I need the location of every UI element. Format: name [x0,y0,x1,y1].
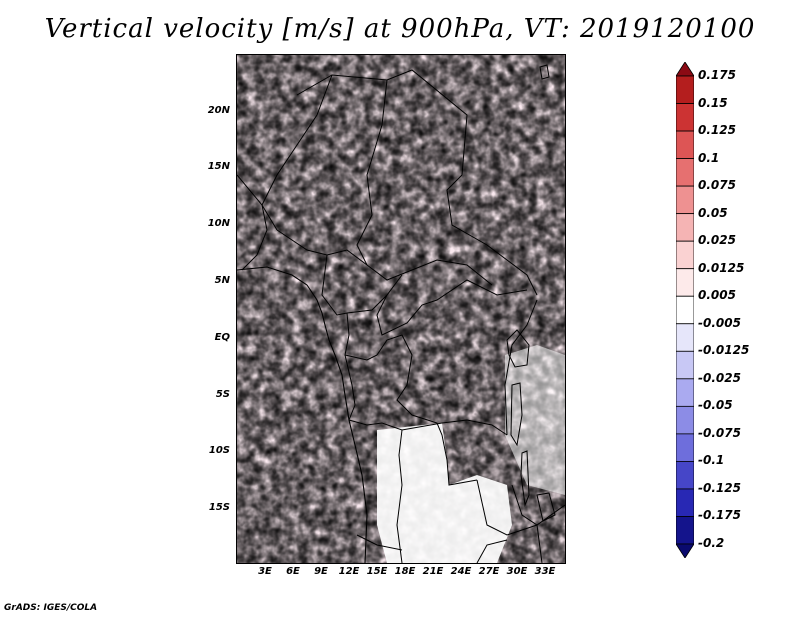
colorbar-bin [676,130,694,159]
colorbar-label: 0.005 [698,288,736,303]
colorbar-bin [676,516,694,545]
lat-label-20n: 20N [207,105,230,116]
colorbar-bottom-arrow [676,543,694,558]
colorbar-label: -0.125 [698,480,741,495]
lon-label-30e: 30E [506,566,528,577]
grads-credit: GrADS: IGES/COLA [4,603,98,613]
colorbar-bin [676,75,694,104]
lon-label-12e: 12E [338,566,360,577]
colorbar-bin [676,240,694,270]
colorbar-label: -0.0125 [698,343,750,358]
vertical-velocity-field [237,55,565,563]
lon-label-3e: 3E [258,566,272,577]
lat-label-5s: 5S [215,389,230,400]
colorbar-label: 0.0125 [698,260,745,275]
lat-label-15s: 15S [208,502,230,513]
colorbar-bin [676,295,694,325]
lon-label-24e: 24E [450,566,472,577]
colorbar-bin [676,350,694,380]
lon-label-15e: 15E [366,566,388,577]
map-panel [236,54,566,564]
colorbar-label: -0.175 [698,508,741,523]
colorbar-label: 0.175 [698,68,736,82]
colorbar-label: -0.075 [698,425,741,440]
colorbar-bin [676,103,694,132]
lat-label-10s: 10S [208,445,230,456]
lat-label-5n: 5N [214,275,230,286]
colorbar-label: 0.075 [698,178,736,193]
colorbar-bin [676,185,694,215]
colorbar-label: -0.1 [698,453,725,468]
colorbar-bin [676,213,694,242]
lon-label-18e: 18E [394,566,416,577]
lon-label-27e: 27E [478,566,500,577]
lon-label-6e: 6E [286,566,300,577]
colorbar-label: 0.025 [698,233,736,248]
colorbar-bin [676,268,694,297]
colorbar-top-arrow [676,62,694,77]
colorbar-label: 0.05 [698,205,728,220]
colorbar-label: 0.125 [698,123,736,138]
plot-title: Vertical velocity [m/s] at 900hPa, VT: 2… [44,14,756,44]
colorbar-label: -0.2 [698,536,725,550]
colorbar [676,62,694,558]
colorbar-bin [676,405,694,435]
colorbar-bin [676,488,694,517]
lon-label-9e: 9E [314,566,328,577]
colorbar-label: -0.05 [698,398,733,413]
colorbar-label: -0.005 [698,315,741,330]
colorbar-bin [676,461,694,490]
lon-label-21e: 21E [422,566,444,577]
lon-label-33e: 33E [534,566,556,577]
lat-label-eq: EQ [214,332,230,343]
colorbar-label: -0.025 [698,370,741,385]
lat-label-15n: 15N [207,161,230,172]
colorbar-label: 0.15 [698,95,728,110]
colorbar-bin [676,378,694,407]
colorbar-bin [676,323,694,352]
colorbar-bin [676,433,694,462]
lat-label-10n: 10N [207,218,230,229]
colorbar-label: 0.1 [698,150,720,165]
colorbar-bin [676,158,694,187]
